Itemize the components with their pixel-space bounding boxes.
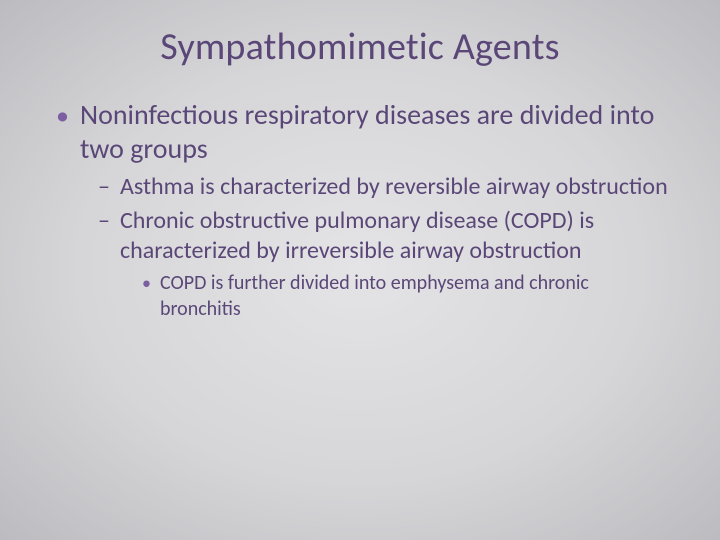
bullet-list-lvl2: Asthma is characterized by reversible ai… <box>98 172 672 322</box>
list-item: COPD is further divided into emphysema a… <box>142 270 672 322</box>
slide: Sympathomimetic Agents Noninfectious res… <box>0 0 720 540</box>
bullet-text: Chronic obstructive pulmonary disease (C… <box>120 206 594 265</box>
bullet-list-lvl3: COPD is further divided into emphysema a… <box>142 270 672 322</box>
bullet-text: COPD is further divided into emphysema a… <box>160 271 589 321</box>
bullet-text: Noninfectious respiratory diseases are d… <box>80 97 654 166</box>
list-item: Asthma is characterized by reversible ai… <box>98 172 672 202</box>
list-item: Chronic obstructive pulmonary disease (C… <box>98 206 672 322</box>
list-item: Noninfectious respiratory diseases are d… <box>56 98 672 322</box>
slide-title: Sympathomimetic Agents <box>48 24 672 70</box>
bullet-list-lvl1: Noninfectious respiratory diseases are d… <box>56 98 672 322</box>
bullet-text: Asthma is characterized by reversible ai… <box>120 172 668 201</box>
